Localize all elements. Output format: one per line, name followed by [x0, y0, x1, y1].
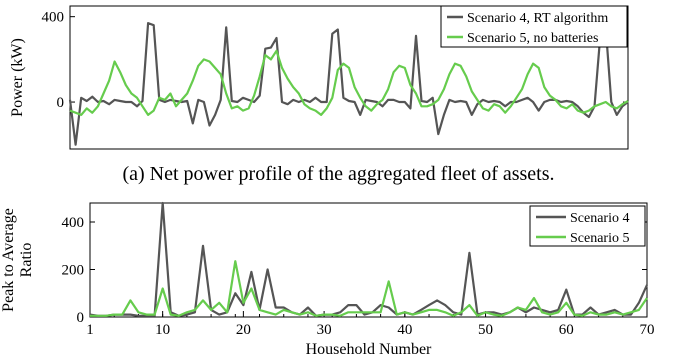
legend-label: Scenario 4 — [570, 211, 629, 226]
plot-frame — [69, 5, 629, 150]
y-axis-label: Power (kW) — [9, 38, 26, 117]
x-tick-label: 20 — [236, 322, 251, 338]
plot-frame — [89, 202, 648, 318]
y-tick-label: 0 — [57, 95, 65, 111]
legend-box — [440, 5, 628, 48]
legend-label: Scenario 5, no batteries — [467, 31, 598, 46]
chart-a-caption: (a) Net power profile of the aggregated … — [122, 163, 555, 185]
y-axis-label: Peak to Average — [0, 208, 17, 312]
legend-label: Scenario 4, RT algorithm — [467, 11, 608, 26]
y-axis-label: Ratio — [18, 243, 35, 278]
x-tick-label: 50 — [478, 322, 493, 338]
x-tick-label: 40 — [397, 322, 412, 338]
y-tick-label: 400 — [42, 10, 65, 26]
x-tick-label: 60 — [559, 322, 574, 338]
x-tick-label: 70 — [640, 322, 655, 338]
x-tick-label: 30 — [317, 322, 332, 338]
series-line-1 — [68, 22, 629, 146]
legend-label: Scenario 5 — [570, 231, 629, 246]
y-tick-label: 0 — [77, 310, 85, 326]
y-tick-label: 400 — [62, 215, 85, 231]
y-tick-label: 200 — [62, 263, 85, 279]
legend-box — [529, 205, 646, 247]
x-tick-label: 1 — [86, 322, 94, 338]
power-profile-chart: 0 400 Power (kW) Scenario 4, RT algorithm Sc… — [9, 5, 629, 150]
series-line-2 — [69, 49, 629, 117]
x-axis-label: Household Number — [306, 341, 432, 358]
x-tick-label: 10 — [155, 322, 170, 338]
series-line-2 — [90, 260, 648, 317]
